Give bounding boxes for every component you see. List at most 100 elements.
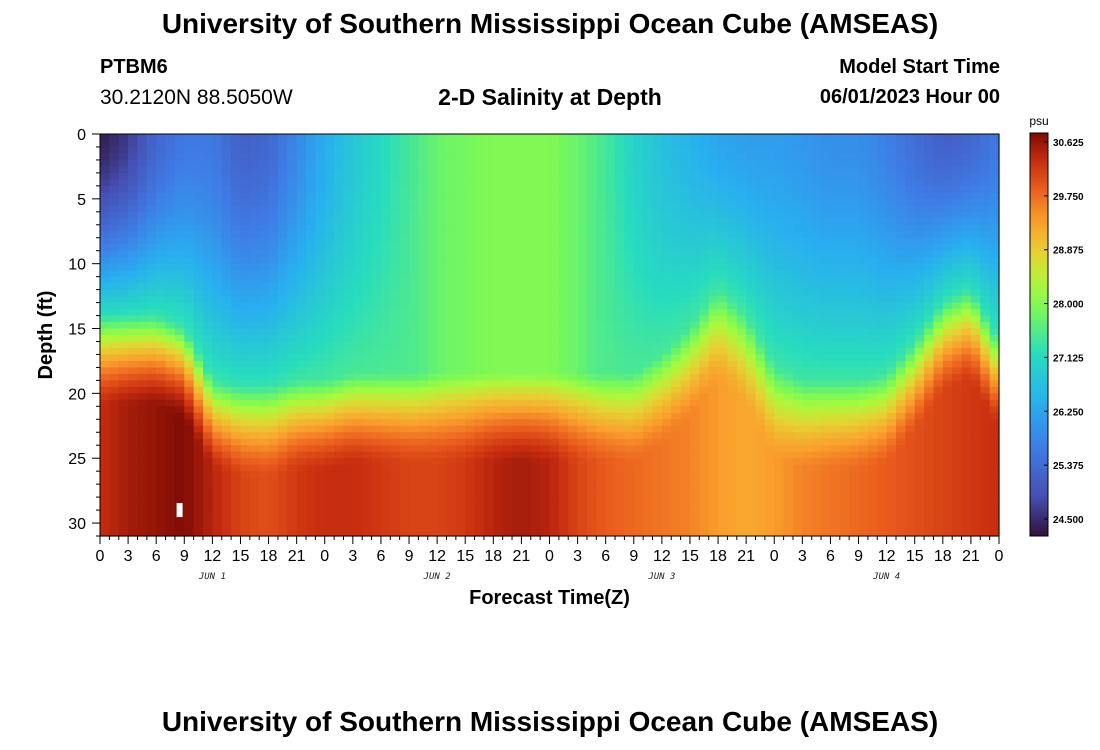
- heatmap-cell: [465, 438, 476, 446]
- heatmap-cell: [100, 231, 110, 239]
- heatmap-cell: [240, 347, 251, 356]
- heatmap-cell: [643, 134, 654, 142]
- heatmap-cell: [811, 244, 822, 252]
- heatmap-cell: [409, 412, 419, 420]
- heatmap-cell: [689, 399, 700, 407]
- heatmap-cell: [380, 490, 391, 498]
- heatmap-cell: [352, 185, 363, 193]
- heatmap-cell: [521, 263, 532, 271]
- heatmap-cell: [371, 335, 382, 343]
- heatmap-cell: [128, 159, 139, 168]
- heatmap-cell: [624, 172, 635, 180]
- heatmap-cell: [315, 179, 326, 187]
- heatmap-cell: [334, 477, 345, 485]
- heatmap-cell: [427, 263, 438, 271]
- heatmap-cell: [680, 309, 691, 317]
- heatmap-cell: [306, 341, 316, 349]
- heatmap-cell: [455, 425, 466, 433]
- heatmap-cell: [474, 185, 485, 193]
- heatmap-cell: [371, 412, 382, 420]
- heatmap-cell: [708, 224, 719, 232]
- heatmap-cell: [802, 218, 813, 226]
- heatmap-cell: [764, 134, 775, 142]
- heatmap-cell: [118, 399, 129, 407]
- heatmap-cell: [746, 296, 757, 304]
- heatmap-cell: [465, 315, 476, 323]
- heatmap-cell: [334, 211, 345, 219]
- heatmap-cell: [437, 341, 448, 349]
- heatmap-cell: [174, 205, 185, 213]
- heatmap-cell: [343, 263, 354, 271]
- heatmap-cell: [568, 192, 579, 200]
- heatmap-cell: [146, 172, 157, 180]
- heatmap-cell: [708, 283, 719, 291]
- heatmap-cell: [203, 445, 213, 453]
- heatmap-cell: [661, 393, 672, 401]
- heatmap-cell: [296, 328, 307, 336]
- heatmap-cell: [652, 490, 663, 498]
- heatmap-cell: [362, 270, 373, 278]
- heatmap-cell: [221, 315, 232, 323]
- heatmap-cell: [343, 276, 354, 284]
- heatmap-cell: [558, 471, 569, 479]
- heatmap-cell: [306, 224, 316, 232]
- heatmap-cell: [277, 393, 288, 401]
- heatmap-cell: [427, 432, 438, 440]
- heatmap-cell: [661, 315, 672, 323]
- heatmap-cell: [764, 328, 775, 336]
- heatmap-cell: [615, 529, 626, 537]
- heatmap-cell: [689, 373, 700, 381]
- heatmap-cell: [334, 516, 345, 524]
- heatmap-cell: [249, 179, 260, 187]
- heatmap-cell: [343, 529, 354, 537]
- heatmap-cell: [774, 477, 785, 485]
- heatmap-cell: [268, 328, 279, 336]
- heatmap-cell: [483, 231, 494, 239]
- heatmap-cell: [483, 211, 494, 219]
- heatmap-cell: [418, 438, 429, 446]
- heatmap-cell: [390, 166, 401, 174]
- heatmap-cell: [128, 393, 139, 401]
- heatmap-cell: [231, 490, 242, 498]
- heatmap-cell: [830, 309, 841, 317]
- heatmap-cell: [203, 406, 213, 414]
- heatmap-cell: [109, 419, 120, 427]
- heatmap-cell: [268, 140, 279, 148]
- heatmap-cell: [643, 159, 654, 168]
- heatmap-cell: [493, 263, 504, 271]
- heatmap-cell: [109, 412, 120, 420]
- heatmap-cell: [680, 419, 691, 427]
- heatmap-cell: [231, 205, 242, 213]
- heatmap-cell: [718, 367, 729, 375]
- heatmap-cell: [259, 529, 270, 537]
- heatmap-cell: [306, 140, 316, 148]
- heatmap-cell: [549, 205, 560, 213]
- heatmap-cell: [596, 399, 607, 407]
- heatmap-cell: [324, 367, 335, 375]
- heatmap-cell: [221, 477, 232, 485]
- heatmap-cell: [231, 393, 242, 401]
- heatmap-cell: [483, 425, 494, 433]
- heatmap-cell: [324, 419, 335, 427]
- heatmap-cell: [811, 406, 822, 414]
- heatmap-cell: [493, 328, 504, 336]
- heatmap-cell: [380, 477, 391, 485]
- heatmap-cell: [783, 373, 794, 381]
- heatmap-cell: [764, 419, 775, 427]
- heatmap-cell: [811, 451, 822, 459]
- heatmap-cell: [483, 516, 494, 524]
- heatmap-cell: [474, 347, 485, 356]
- heatmap-cell: [830, 231, 841, 239]
- heatmap-cell: [652, 328, 663, 336]
- heatmap-cell: [736, 289, 747, 297]
- heatmap-cell: [146, 490, 157, 498]
- heatmap-cell: [221, 172, 232, 180]
- heatmap-cell: [465, 134, 476, 142]
- heatmap-cell: [474, 367, 485, 375]
- heatmap-cell: [680, 490, 691, 498]
- heatmap-cell: [221, 516, 232, 524]
- heatmap-cell: [128, 360, 139, 369]
- heatmap-cell: [193, 510, 204, 518]
- heatmap-cell: [315, 244, 326, 252]
- heatmap-cell: [558, 523, 569, 531]
